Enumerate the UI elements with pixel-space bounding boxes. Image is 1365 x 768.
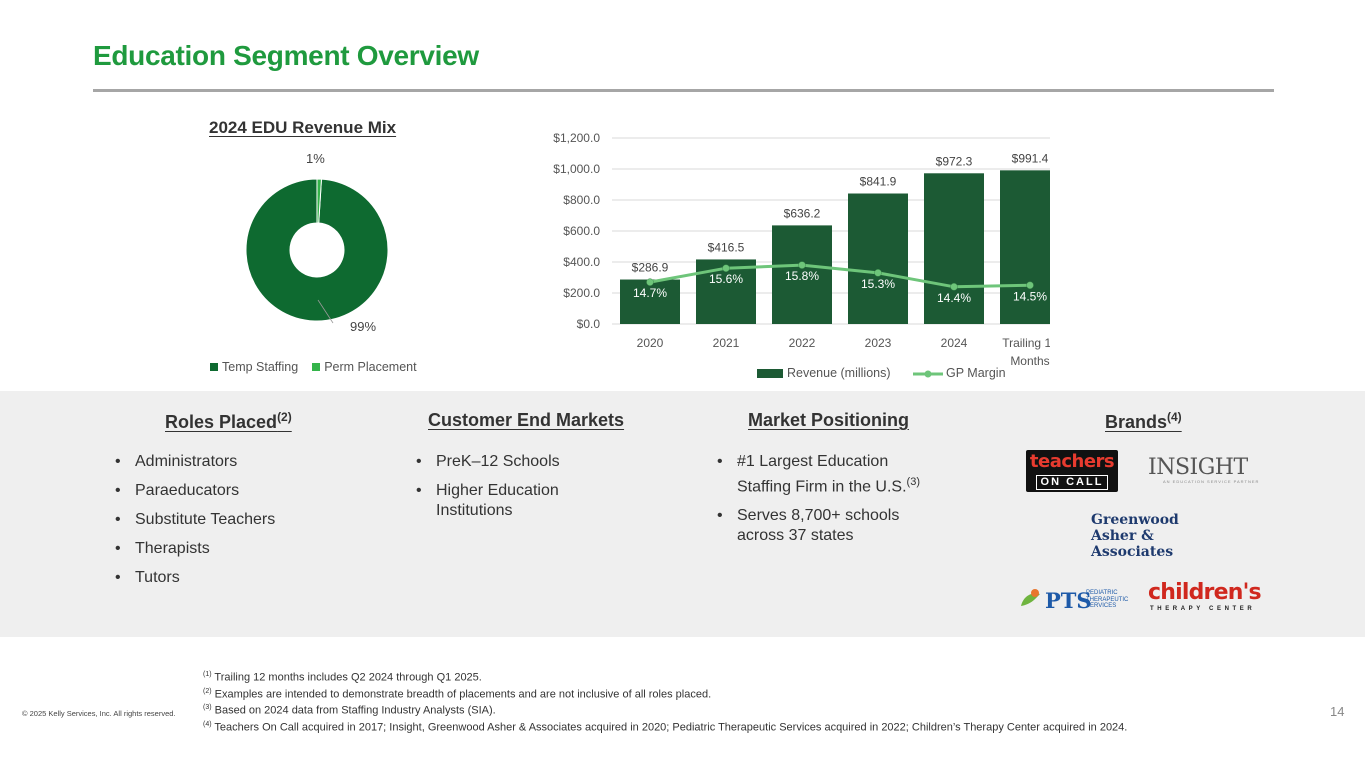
y-axis-left-tick: $0.0: [577, 317, 601, 331]
revenue-bar: [620, 279, 680, 324]
markets-list: PreK–12 Schools Higher Education Institu…: [416, 452, 616, 530]
revenue-mix-donut-chart: 99% 1%: [245, 151, 389, 334]
line-data-label: 14.5%: [1013, 289, 1047, 303]
x-axis-tick: Trailing 12: [1002, 336, 1050, 350]
insight-tagline: AN EDUCATION SERVICE PARTNER: [1163, 479, 1260, 484]
line-data-label: 15.8%: [785, 269, 819, 283]
customer-markets-heading: Customer End Markets: [428, 410, 625, 430]
bar-data-label: $636.2: [784, 206, 821, 220]
childrens-therapy-subtitle: THERAPY CENTER: [1150, 606, 1256, 612]
pie-chart-title: 2024 EDU Revenue Mix: [209, 118, 397, 137]
line-data-label: 14.7%: [633, 286, 667, 300]
childrens-therapy-center-logo: children's: [1148, 580, 1262, 605]
x-axis-tick: 2023: [865, 336, 892, 350]
pie-legend-temp: Temp Staffing: [210, 360, 298, 374]
y-axis-left-tick: $1,200.0: [553, 131, 600, 145]
gp-margin-point: [874, 269, 882, 277]
footnote: (1) Trailing 12 months includes Q2 2024 …: [203, 671, 482, 684]
y-axis-left-tick: $1,000.0: [553, 162, 600, 176]
insight-logo: INSIGHT: [1148, 455, 1248, 480]
gp-margin-point: [722, 264, 730, 272]
x-axis-tick: 2024: [941, 336, 968, 350]
gp-margin-point: [646, 278, 654, 286]
bar-data-label: $286.9: [632, 261, 669, 275]
footnote: (3) Based on 2024 data from Staffing Ind…: [203, 704, 496, 717]
donut-slice: [316, 178, 322, 224]
list-item: Tutors: [115, 568, 365, 588]
page-number: 14: [1330, 704, 1345, 719]
gp-margin-point: [950, 283, 958, 291]
legend-gp-marker: [924, 370, 932, 378]
list-item: Higher Education Institutions: [416, 481, 616, 521]
copyright-notice: © 2025 Kelly Services, Inc. All rights r…: [22, 709, 176, 718]
list-item: Paraeducators: [115, 481, 365, 501]
legend-revenue-label: Revenue (millions): [787, 366, 891, 380]
footnote: (2) Examples are intended to demonstrate…: [203, 687, 712, 701]
revenue-bar: [924, 173, 984, 324]
list-item: #1 Largest Education Staffing Firm in th…: [717, 452, 935, 497]
roles-placed-heading: Roles Placed(2): [165, 410, 292, 432]
legend-revenue-swatch: [757, 369, 783, 378]
pts-subtitle: PEDIATRIC THERAPEUTIC SERVICES: [1086, 590, 1129, 609]
donut-slice: [245, 178, 389, 322]
pie-legend: Temp Staffing Perm Placement: [210, 360, 417, 374]
slide-title: Education Segment Overview: [93, 40, 479, 71]
y-axis-left-tick: $600.0: [563, 224, 600, 238]
list-item: Administrators: [115, 452, 365, 472]
list-item: PreK–12 Schools: [416, 452, 616, 472]
x-axis-tick: 2021: [713, 336, 740, 350]
line-data-label: 15.6%: [709, 272, 743, 286]
gp-margin-line: [649, 263, 1031, 289]
x-axis-tick: Months: [1010, 354, 1049, 368]
pie-data-label: 1%: [306, 151, 325, 166]
list-item: Substitute Teachers: [115, 510, 365, 530]
positioning-list: #1 Largest Education Staffing Firm in th…: [717, 452, 935, 555]
pts-logo: PTS: [1045, 588, 1092, 613]
roles-list: Administrators Paraeducators Substitute …: [115, 452, 365, 597]
legend-gp-label: GP Margin: [946, 366, 1006, 380]
x-axis-tick: 2020: [637, 336, 664, 350]
bar-data-label: $841.9: [860, 175, 897, 189]
y-axis-left-tick: $400.0: [563, 255, 600, 269]
pie-data-label: 99%: [350, 319, 376, 334]
greenwood-asher-logo: Greenwood Asher & Associates: [1091, 512, 1179, 560]
gp-margin-point: [1026, 281, 1034, 289]
revenue-bar: [772, 225, 832, 324]
pie-legend-perm: Perm Placement: [312, 360, 417, 374]
footnotes: (1) Trailing 12 months includes Q2 2024 …: [203, 668, 1127, 735]
title-divider: [93, 89, 1274, 92]
bar-data-label: $972.3: [936, 154, 973, 168]
pie-leader-line: [317, 299, 334, 324]
gp-margin-point: [798, 261, 806, 269]
footnote: (4) Teachers On Call acquired in 2017; I…: [203, 720, 1128, 734]
y-axis-left-tick: $800.0: [563, 193, 600, 207]
list-item: Serves 8,700+ schools across 37 states: [717, 506, 935, 546]
line-data-label: 14.4%: [937, 291, 971, 305]
brands-heading: Brands(4): [1105, 410, 1182, 432]
revenue-bar: [1000, 170, 1050, 324]
market-positioning-heading: Market Positioning: [748, 410, 910, 430]
pts-leaf-icon: [1021, 589, 1040, 606]
y-axis-left-tick: $200.0: [563, 286, 600, 300]
list-item: Therapists: [115, 539, 365, 559]
bar-data-label: $416.5: [708, 240, 745, 254]
bar-data-label: $991.4: [1012, 151, 1049, 165]
teachers-on-call-logo: teachers ON CALL: [1026, 450, 1118, 492]
line-data-label: 15.3%: [861, 277, 895, 291]
x-axis-tick: 2022: [789, 336, 816, 350]
revenue-gp-margin-chart: $0.0 $200.0 $400.0 $600.0 $800.0 $1,000.0 $1,2…: [553, 131, 1050, 380]
revenue-bar: [848, 193, 908, 324]
